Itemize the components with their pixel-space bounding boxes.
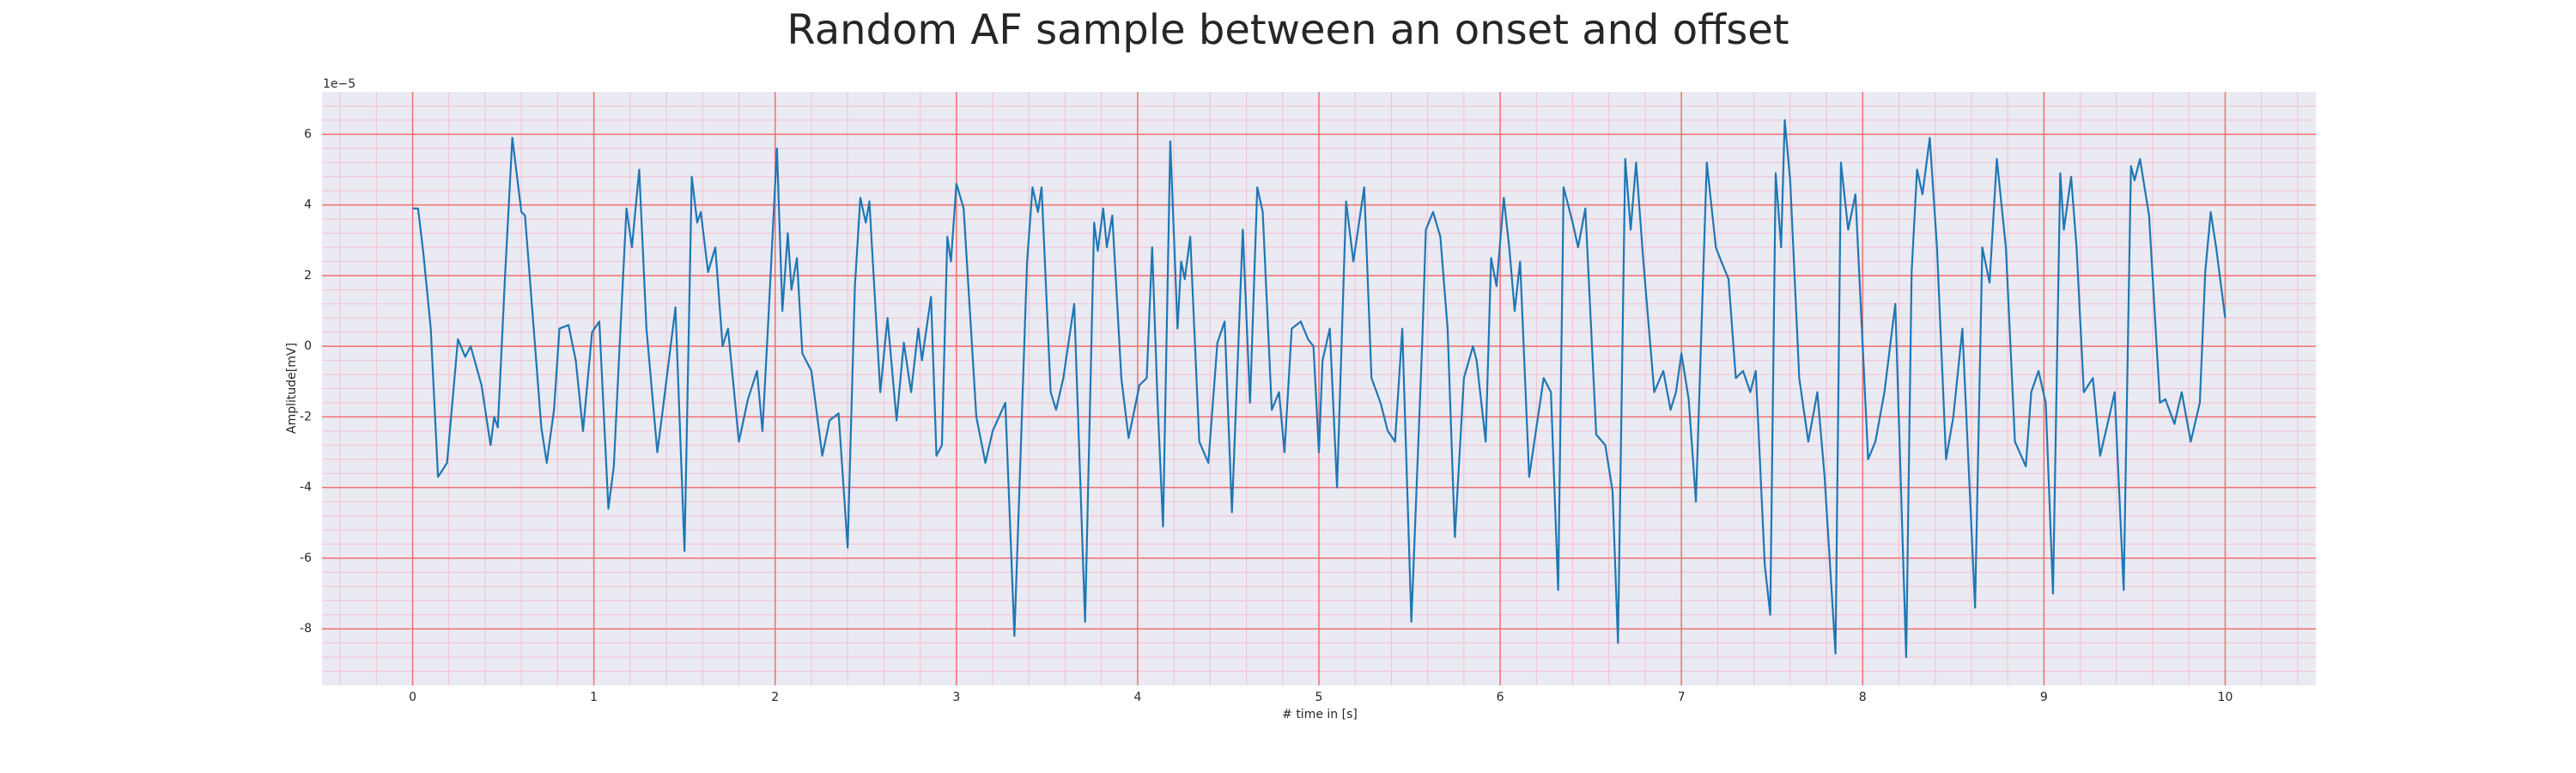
x-axis-label: # time in [s] xyxy=(1282,708,1358,721)
x-tick-label: 9 xyxy=(2040,691,2048,704)
y-offset-label: 1e−5 xyxy=(323,77,355,91)
x-tick-label: 10 xyxy=(2218,691,2233,704)
y-axis-label: Amplitude[mV] xyxy=(285,343,299,434)
y-tick-label: 2 xyxy=(304,269,312,283)
x-tick-label: 3 xyxy=(952,691,960,704)
x-tick-label: 2 xyxy=(771,691,779,704)
y-tick-label: 0 xyxy=(304,339,312,353)
chart-title: Random AF sample between an onset and of… xyxy=(787,6,1789,54)
y-tick-label: -2 xyxy=(300,410,312,423)
data-line xyxy=(412,119,2227,659)
y-tick-label: -8 xyxy=(300,622,312,636)
x-tick-label: 0 xyxy=(409,691,416,704)
y-tick-label: 6 xyxy=(304,127,312,141)
x-tick-label: 6 xyxy=(1497,691,1504,704)
y-tick-label: -6 xyxy=(300,551,312,565)
plot-area xyxy=(322,92,2316,685)
y-tick-label: 4 xyxy=(304,198,312,212)
x-tick-label: 7 xyxy=(1678,691,1686,704)
x-tick-label: 5 xyxy=(1315,691,1323,704)
x-tick-label: 1 xyxy=(590,691,598,704)
y-tick-label: -4 xyxy=(300,481,312,495)
x-tick-label: 8 xyxy=(1859,691,1867,704)
x-tick-label: 4 xyxy=(1133,691,1141,704)
